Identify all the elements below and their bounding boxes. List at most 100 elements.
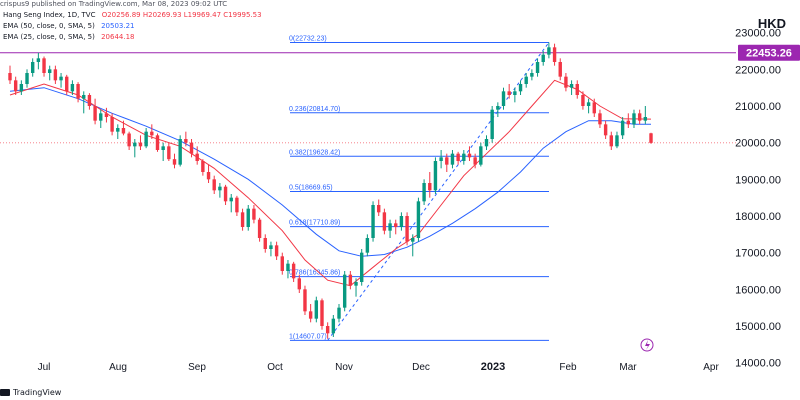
candle-body <box>513 91 517 95</box>
candle <box>496 102 500 117</box>
candle-body <box>212 179 216 191</box>
candle-body <box>359 252 364 282</box>
candle-body <box>643 117 648 121</box>
candle <box>365 234 370 257</box>
ema50-label: EMA (50, close, 0, SMA, 5) <box>3 22 95 30</box>
candle <box>70 80 75 95</box>
y-tick-label: 21000.00 <box>735 101 781 113</box>
candle <box>218 183 222 198</box>
candle-body <box>422 183 426 202</box>
candle <box>592 98 596 117</box>
candle <box>615 131 619 149</box>
candle-body <box>257 219 262 238</box>
candle-body <box>484 139 489 147</box>
candle <box>82 91 86 114</box>
candle <box>626 113 631 128</box>
x-tick-label: Sep <box>188 362 206 373</box>
candle-body <box>308 311 313 319</box>
candle-body <box>569 84 574 88</box>
candle <box>195 146 199 165</box>
candle-body <box>524 76 528 84</box>
candle-body <box>632 113 636 125</box>
candle-body <box>365 238 370 253</box>
fib-level-label: 0.5(18669.65) <box>289 184 333 191</box>
candle-body <box>229 197 233 202</box>
candle-body <box>144 131 148 147</box>
candle-body <box>223 186 228 202</box>
candle-body <box>377 205 381 213</box>
candle-body <box>637 113 642 121</box>
candle-body <box>450 153 455 165</box>
candle-body <box>19 84 24 92</box>
candle <box>87 93 92 110</box>
x-tick-label: Nov <box>335 362 353 373</box>
candle-body <box>195 153 199 161</box>
candle <box>586 98 591 114</box>
candle-body <box>178 139 182 165</box>
candle-body <box>586 102 591 106</box>
ema25-legend: EMA (25, close, 0, SMA, 5) 20644.18 <box>3 33 135 42</box>
candle <box>382 208 387 235</box>
candle <box>632 109 636 128</box>
candle-body <box>269 245 273 249</box>
candle <box>405 212 409 246</box>
candle <box>144 128 148 149</box>
x-tick-label: Apr <box>703 362 719 373</box>
candle <box>240 208 245 231</box>
candle-body <box>48 69 52 73</box>
candle-body <box>127 133 131 147</box>
candle <box>649 132 653 144</box>
candle-body <box>184 139 188 143</box>
candle <box>467 146 472 161</box>
candle-body <box>65 76 69 92</box>
candle-body <box>530 73 534 77</box>
candle <box>456 151 460 165</box>
candle <box>399 212 404 231</box>
candle <box>229 194 233 213</box>
candle <box>450 150 455 169</box>
candle-body <box>82 95 86 99</box>
candle-body <box>263 238 267 249</box>
candle <box>411 234 415 257</box>
candle-body <box>286 263 290 271</box>
x-tick-label: Feb <box>559 362 577 373</box>
candle <box>598 109 602 128</box>
candle <box>99 109 103 128</box>
y-tick-label: 20000.00 <box>735 138 781 150</box>
candle <box>291 261 296 282</box>
candle-body <box>138 142 143 147</box>
candle <box>59 73 63 88</box>
candle-body <box>592 102 596 114</box>
candle-body <box>609 135 613 147</box>
candle-body <box>99 113 103 121</box>
candle-body <box>87 95 92 106</box>
candle <box>348 271 353 290</box>
candle-body <box>433 161 438 191</box>
candle-body <box>445 157 449 165</box>
ema25-label: EMA (25, close, 0, SMA, 5) <box>3 33 95 41</box>
candle-body <box>53 69 58 81</box>
candle <box>133 139 137 158</box>
candle-body <box>598 113 602 125</box>
candle-body <box>150 131 154 136</box>
candle-body <box>467 153 472 158</box>
candle <box>530 69 534 81</box>
price-scale-background <box>736 0 800 400</box>
candle <box>201 159 205 176</box>
candle-body <box>337 307 341 319</box>
candle <box>325 322 330 339</box>
candle <box>479 142 483 167</box>
candle <box>110 113 114 136</box>
x-tick-label: Mar <box>619 362 637 373</box>
candle-body <box>104 113 109 117</box>
candle <box>507 84 511 99</box>
y-tick-label: 19000.00 <box>735 174 781 186</box>
candle <box>184 131 188 147</box>
candle-body <box>462 153 466 161</box>
candle-body <box>110 117 114 132</box>
candle-body <box>399 216 404 227</box>
candle-body <box>507 91 511 95</box>
x-tick-label: Aug <box>109 362 127 373</box>
candle <box>518 80 523 95</box>
